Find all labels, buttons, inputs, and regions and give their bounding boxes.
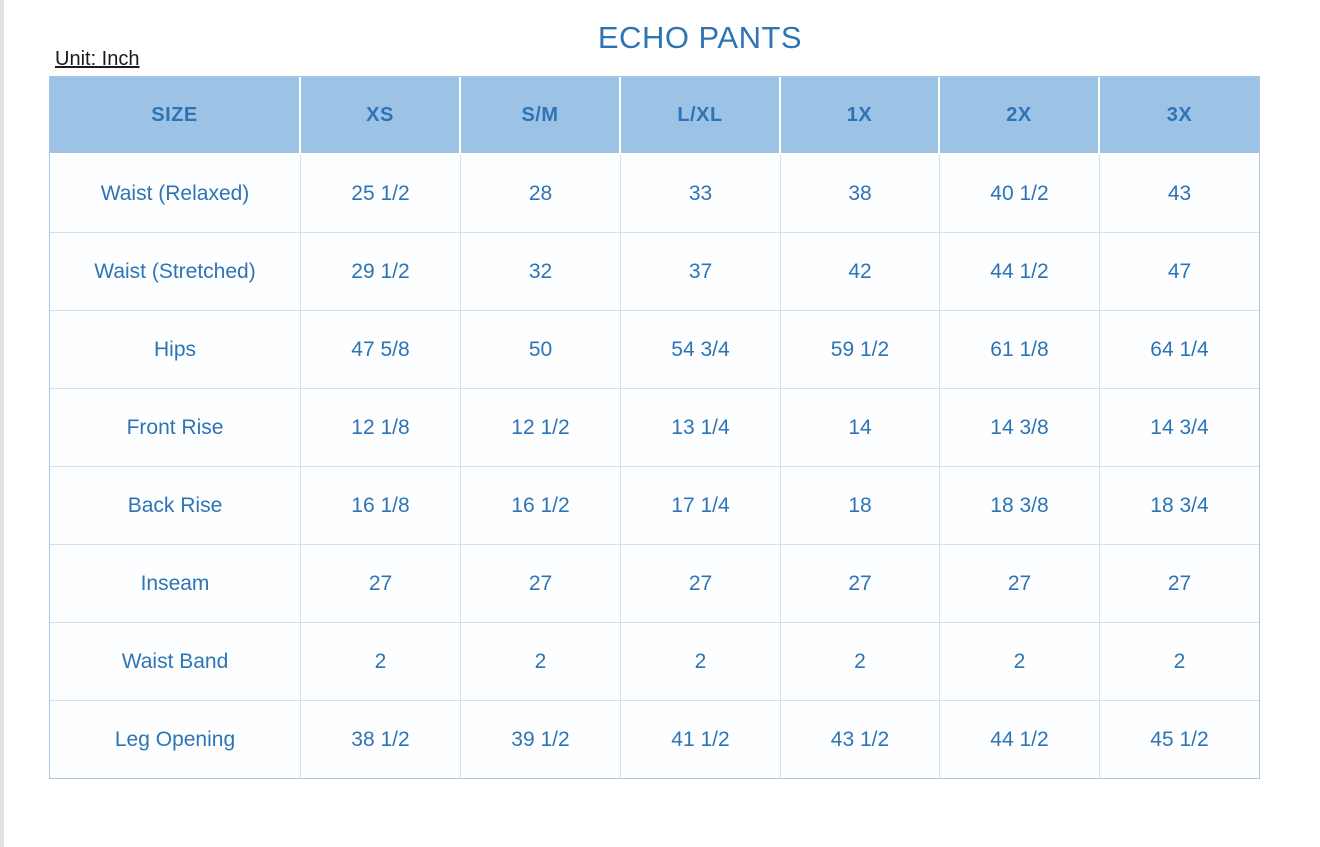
cell-value: 47 5/8 xyxy=(301,311,461,389)
unit-label: Unit: Inch xyxy=(55,48,140,70)
column-header-l-xl: L/XL xyxy=(621,77,781,155)
table-header-row: SIZE XS S/M L/XL 1X 2X 3X xyxy=(50,77,1259,155)
cell-value: 27 xyxy=(301,545,461,623)
cell-value: 59 1/2 xyxy=(781,311,940,389)
cell-value: 40 1/2 xyxy=(940,155,1100,233)
cell-value: 12 1/2 xyxy=(461,389,621,467)
cell-value: 64 1/4 xyxy=(1100,311,1259,389)
column-header-1x: 1X xyxy=(781,77,940,155)
screen-left-edge xyxy=(0,0,4,847)
cell-value: 33 xyxy=(621,155,781,233)
cell-value: 32 xyxy=(461,233,621,311)
cell-value: 18 3/4 xyxy=(1100,467,1259,545)
row-label: Back Rise xyxy=(50,467,301,545)
cell-value: 29 1/2 xyxy=(301,233,461,311)
cell-value: 43 1/2 xyxy=(781,701,940,778)
cell-value: 2 xyxy=(781,623,940,701)
cell-value: 14 3/4 xyxy=(1100,389,1259,467)
cell-value: 39 1/2 xyxy=(461,701,621,778)
cell-value: 43 xyxy=(1100,155,1259,233)
cell-value: 14 xyxy=(781,389,940,467)
cell-value: 42 xyxy=(781,233,940,311)
cell-value: 2 xyxy=(301,623,461,701)
cell-value: 38 xyxy=(781,155,940,233)
column-header-xs: XS xyxy=(301,77,461,155)
cell-value: 54 3/4 xyxy=(621,311,781,389)
table-row: Waist (Relaxed) 25 1/2 28 33 38 40 1/2 43 xyxy=(50,155,1259,233)
cell-value: 27 xyxy=(461,545,621,623)
cell-value: 2 xyxy=(1100,623,1259,701)
cell-value: 13 1/4 xyxy=(621,389,781,467)
row-label: Leg Opening xyxy=(50,701,301,778)
page-title: ECHO PANTS xyxy=(597,20,803,55)
cell-value: 27 xyxy=(1100,545,1259,623)
table-row: Inseam 27 27 27 27 27 27 xyxy=(50,545,1259,623)
cell-value: 18 xyxy=(781,467,940,545)
cell-value: 61 1/8 xyxy=(940,311,1100,389)
size-chart-table: SIZE XS S/M L/XL 1X 2X 3X Waist (Relaxed) 25 1/… xyxy=(49,76,1260,779)
cell-value: 25 1/2 xyxy=(301,155,461,233)
cell-value: 50 xyxy=(461,311,621,389)
cell-value: 2 xyxy=(461,623,621,701)
cell-value: 27 xyxy=(940,545,1100,623)
cell-value: 2 xyxy=(940,623,1100,701)
row-label: Inseam xyxy=(50,545,301,623)
table-row: Waist Band 2 2 2 2 2 2 xyxy=(50,623,1259,701)
column-header-s-m: S/M xyxy=(461,77,621,155)
cell-value: 44 1/2 xyxy=(940,701,1100,778)
row-label: Waist Band xyxy=(50,623,301,701)
cell-value: 47 xyxy=(1100,233,1259,311)
table-row: Leg Opening 38 1/2 39 1/2 41 1/2 43 1/2 44 1/… xyxy=(50,701,1259,778)
cell-value: 14 3/8 xyxy=(940,389,1100,467)
cell-value: 38 1/2 xyxy=(301,701,461,778)
table-row: Back Rise 16 1/8 16 1/2 17 1/4 18 18 3/8 18 3/… xyxy=(50,467,1259,545)
table-body: Waist (Relaxed) 25 1/2 28 33 38 40 1/2 43 Waist… xyxy=(50,155,1259,778)
cell-value: 28 xyxy=(461,155,621,233)
cell-value: 16 1/8 xyxy=(301,467,461,545)
cell-value: 2 xyxy=(621,623,781,701)
cell-value: 17 1/4 xyxy=(621,467,781,545)
cell-value: 44 1/2 xyxy=(940,233,1100,311)
row-label: Waist (Stretched) xyxy=(50,233,301,311)
row-label: Waist (Relaxed) xyxy=(50,155,301,233)
row-label: Hips xyxy=(50,311,301,389)
cell-value: 16 1/2 xyxy=(461,467,621,545)
cell-value: 37 xyxy=(621,233,781,311)
cell-value: 45 1/2 xyxy=(1100,701,1259,778)
cell-value: 18 3/8 xyxy=(940,467,1100,545)
cell-value: 27 xyxy=(781,545,940,623)
table-row: Waist (Stretched) 29 1/2 32 37 42 44 1/2 47 xyxy=(50,233,1259,311)
column-header-size: SIZE xyxy=(50,77,301,155)
table-row: Hips 47 5/8 50 54 3/4 59 1/2 61 1/8 64 1/4 xyxy=(50,311,1259,389)
cell-value: 27 xyxy=(621,545,781,623)
table-row: Front Rise 12 1/8 12 1/2 13 1/4 14 14 3/8 14 3… xyxy=(50,389,1259,467)
column-header-2x: 2X xyxy=(940,77,1100,155)
cell-value: 12 1/8 xyxy=(301,389,461,467)
column-header-3x: 3X xyxy=(1100,77,1259,155)
row-label: Front Rise xyxy=(50,389,301,467)
cell-value: 41 1/2 xyxy=(621,701,781,778)
